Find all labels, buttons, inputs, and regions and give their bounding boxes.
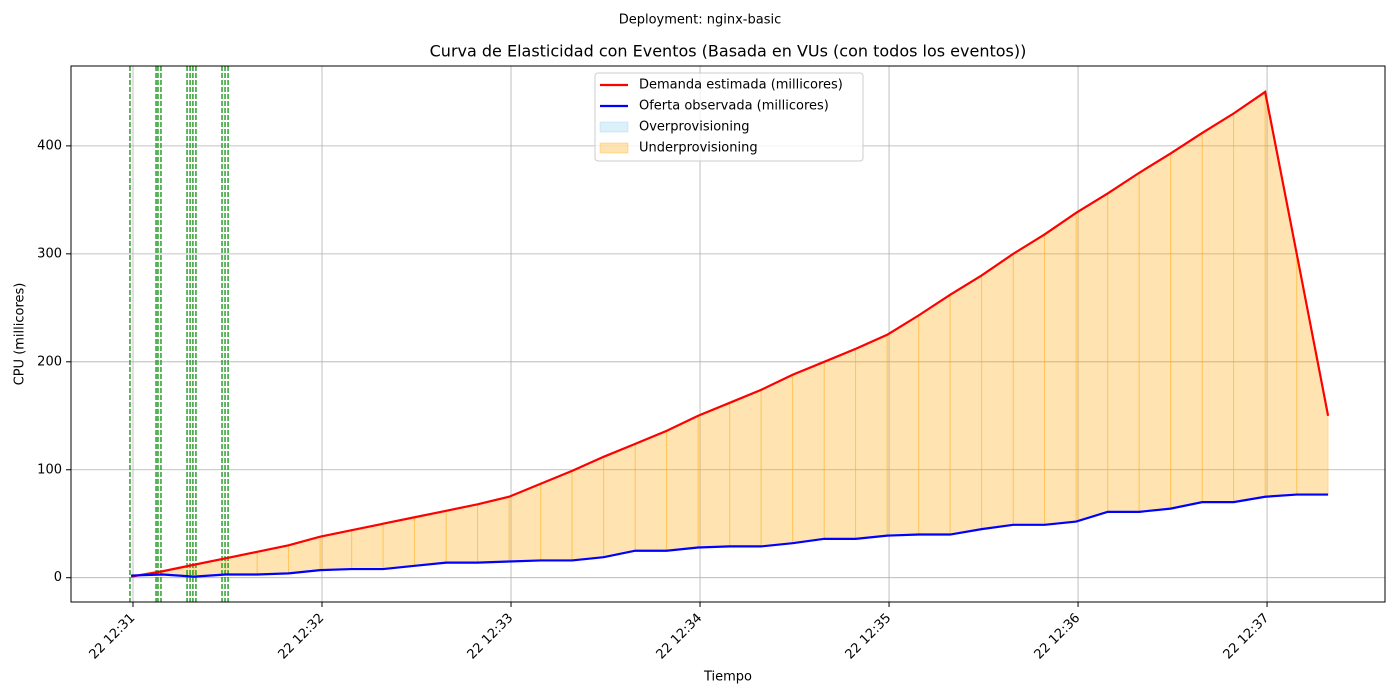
underprovisioning-area: [634, 430, 668, 552]
underprovisioning-area: [571, 456, 605, 561]
underprovisioning-area: [729, 389, 762, 547]
underprovisioning-area: [981, 252, 1014, 530]
y-tick-label: 300: [37, 246, 62, 261]
underprovisioning-area: [792, 361, 825, 544]
underprovisioning-area: [1138, 152, 1172, 513]
underprovisioning-area: [949, 274, 983, 536]
legend-label: Underprovisioning: [639, 141, 758, 156]
y-tick-label: 200: [37, 354, 62, 369]
underprovisioning-area: [477, 496, 510, 564]
underprovisioning-area: [886, 314, 920, 537]
underprovisioning-area: [351, 523, 384, 570]
underprovisioning-area: [918, 293, 951, 536]
underprovisioning-area: [1075, 192, 1109, 523]
legend-handle: [599, 142, 629, 154]
axes-frame: [70, 65, 1386, 603]
plot-content: [71, 66, 1385, 602]
underprovisioning-area: [445, 503, 479, 564]
underprovisioning-area: [1044, 211, 1077, 526]
y-axis-label: CPU (millicores): [13, 283, 28, 386]
underprovisioning-area: [603, 443, 636, 558]
y-tick-label: 400: [37, 138, 62, 153]
underprovisioning-area: [540, 470, 573, 561]
underprovisioning-area: [1233, 90, 1266, 503]
legend-label: Demanda estimada (millicores): [639, 78, 843, 93]
series-line: [130, 90, 1330, 578]
underprovisioning-area: [823, 348, 857, 540]
underprovisioning-area: [760, 373, 794, 547]
underprovisioning-area: [1012, 233, 1046, 526]
suptitle: Deployment: nginx-basic: [619, 13, 782, 28]
underprovisioning-area: [697, 402, 731, 548]
chart-title: Curva de Elasticidad con Eventos (Basada…: [430, 42, 1027, 61]
y-tick-label: 100: [37, 462, 62, 477]
underprovisioning-area: [666, 414, 699, 552]
x-axis-label: Tiempo: [703, 670, 752, 685]
underprovisioning-area: [855, 334, 888, 540]
underprovisioning-area: [1201, 112, 1235, 503]
underprovisioning-area: [414, 510, 447, 567]
legend-handle: [599, 121, 629, 133]
underprovisioning-area: [1170, 132, 1203, 510]
legend-label: Overprovisioning: [639, 120, 750, 135]
legend-box: [594, 72, 864, 162]
legend-label: Oferta observada (millicores): [639, 99, 829, 114]
y-tick-label: 0: [54, 570, 62, 585]
underprovisioning-area: [1107, 171, 1140, 513]
series-line: [131, 493, 1329, 578]
underprovisioning-area: [382, 516, 416, 570]
